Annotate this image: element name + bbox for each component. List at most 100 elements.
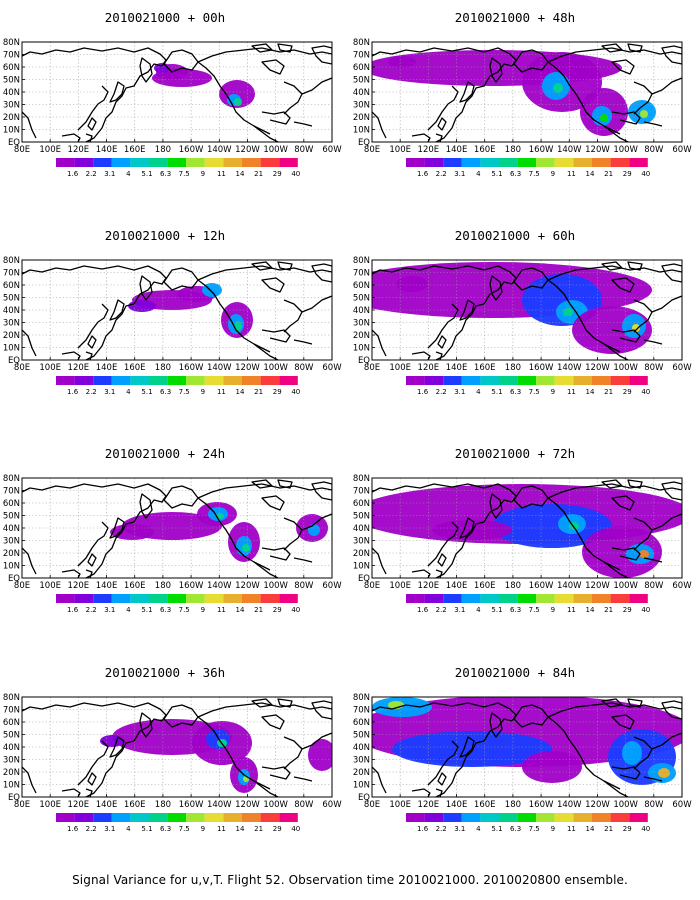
colorbar-label: 21 <box>254 388 263 396</box>
x-tick-label: 120W <box>585 800 610 810</box>
colorbar-swatch <box>56 813 75 822</box>
x-tick-label: 160W <box>529 581 554 591</box>
map-panel: 2010021000 + 00h 80N 70N 60N 50N 40N 30N 20N 10N… <box>3 10 342 178</box>
coastline <box>85 788 93 797</box>
colorbar-label: 11 <box>567 825 576 833</box>
colorbar-swatch <box>93 594 112 603</box>
x-tick-label: 160W <box>179 581 204 591</box>
colorbar-swatch <box>461 376 481 385</box>
colorbar-label: 14 <box>236 388 245 396</box>
x-tick-label: 80E <box>14 800 30 810</box>
coastline <box>311 45 332 65</box>
x-tick-label: 80E <box>14 145 30 155</box>
colorbar-swatch <box>56 376 75 385</box>
coastline <box>372 483 517 578</box>
colorbar: 1.6 2.2 3.1 4 5.1 6.3 7.5 9 11 14 21 29 40 <box>406 158 650 178</box>
coastline <box>163 704 199 728</box>
colorbar-swatch <box>573 158 592 167</box>
x-tick-label: 120E <box>418 800 440 810</box>
coastline <box>435 788 443 797</box>
colorbar-swatch <box>167 594 187 603</box>
coastlines <box>22 479 332 578</box>
x-tick-label: 80E <box>364 363 380 373</box>
x-tick-label: 80W <box>294 581 314 591</box>
coastline <box>603 343 629 360</box>
x-tick-label: 100W <box>613 363 638 373</box>
coastline <box>603 780 629 797</box>
colorbar-swatch <box>536 813 555 822</box>
x-tick-label: 100E <box>39 581 61 591</box>
colorbar-label: 2.2 <box>86 170 97 178</box>
coastline <box>427 740 459 786</box>
variance-contour <box>396 276 428 292</box>
coastline <box>411 133 431 142</box>
colorbar-label: 7.5 <box>179 606 190 614</box>
colorbar-swatch <box>204 158 224 167</box>
coastline <box>311 263 332 283</box>
colorbar: 1.6 2.2 3.1 4 5.1 6.3 7.5 9 11 14 21 29 40 <box>56 813 300 833</box>
y-tick-label: 10N <box>3 562 20 572</box>
coastline <box>372 329 387 357</box>
coastline <box>372 265 517 360</box>
coastline <box>22 47 167 142</box>
coastline <box>611 59 635 75</box>
panel-title: 2010021000 + 24h <box>105 446 225 461</box>
x-tick-label: 80W <box>294 363 314 373</box>
variance-field <box>128 283 253 338</box>
colorbar-swatch <box>130 158 149 167</box>
y-tick-label: 50N <box>3 731 20 741</box>
coastline <box>109 736 125 758</box>
x-tick-label: 140E <box>96 800 118 810</box>
x-tick-label: 80W <box>644 145 664 155</box>
coastline <box>139 493 153 519</box>
colorbar-swatch <box>130 594 149 603</box>
colorbar-label: 3.1 <box>454 388 465 396</box>
coastline <box>87 335 97 349</box>
coastline <box>283 81 303 115</box>
y-tick-label: 10N <box>353 344 370 354</box>
coastline <box>459 81 475 103</box>
x-tick-label: 120W <box>235 800 260 810</box>
coastline <box>277 479 293 489</box>
coastline <box>261 766 291 780</box>
colorbar-label: 7.5 <box>529 388 540 396</box>
x-tick-label: 140W <box>207 800 232 810</box>
variance-contour <box>492 504 612 548</box>
coastline <box>22 483 167 578</box>
map-panel: 2010021000 + 12h 80N 70N 60N 50N 40N 30N 20N 10N… <box>3 228 342 396</box>
colorbar-swatch <box>424 158 444 167</box>
colorbar-label: 2.2 <box>86 606 97 614</box>
coastline <box>251 479 273 489</box>
x-tick-label: 140E <box>446 363 468 373</box>
colorbar-swatch <box>186 376 205 385</box>
y-tick-label: 50N <box>353 512 370 522</box>
x-tick-label: 120E <box>418 581 440 591</box>
x-tick-label: 160E <box>474 800 496 810</box>
gridlines <box>22 478 332 578</box>
colorbar-label: 1.6 <box>417 606 429 614</box>
colorbar-swatch <box>517 158 537 167</box>
colorbar-swatch <box>610 594 630 603</box>
gridlines <box>372 260 682 360</box>
x-tick-label: 140W <box>557 581 582 591</box>
coastline <box>311 481 332 501</box>
coastline <box>435 133 443 142</box>
panel-title: 2010021000 + 84h <box>455 665 575 680</box>
y-tick-label: 40N <box>3 743 20 753</box>
coastline <box>85 351 93 360</box>
y-tick-label: 20N <box>353 549 370 559</box>
y-tick-label: 80N <box>3 474 20 484</box>
panel-title: 2010021000 + 72h <box>455 446 575 461</box>
gridlines <box>22 42 332 142</box>
colorbar-swatch <box>461 158 481 167</box>
colorbar-label: 11 <box>217 606 226 614</box>
colorbar-label: 21 <box>254 606 263 614</box>
variance-contour <box>152 69 212 87</box>
x-tick-label: 120E <box>68 363 90 373</box>
coastline <box>489 493 503 519</box>
colorbar-swatch <box>629 158 648 167</box>
x-tick-label: 80W <box>644 363 664 373</box>
coastline <box>633 81 653 115</box>
colorbar-label: 2.2 <box>436 825 447 833</box>
colorbar-label: 21 <box>604 606 613 614</box>
